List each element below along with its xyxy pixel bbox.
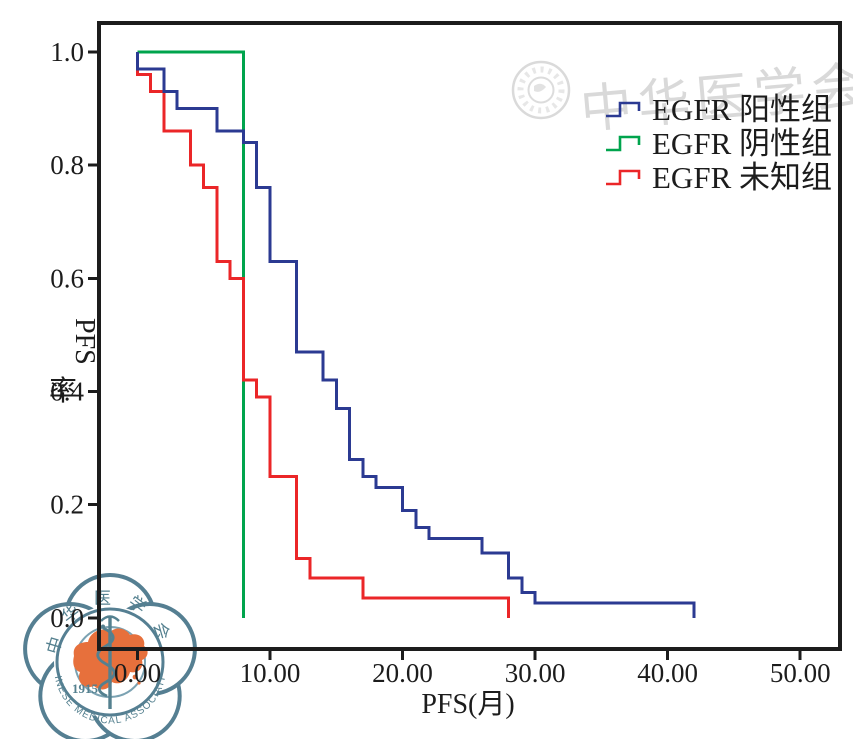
legend-item-egfr-unknown: EGFR 未知组 bbox=[606, 160, 832, 195]
legend-line-sample-unknown bbox=[606, 169, 641, 186]
watermark-cma-logo: 1915 中华医学会 CHINESE MEDICAL ASSOCIATION bbox=[23, 573, 197, 739]
survival-curve-2 bbox=[135, 51, 511, 618]
logo-year: 1915 bbox=[72, 681, 99, 696]
legend-line-sample-positive bbox=[606, 101, 641, 118]
legend-label-egfr-unknown: EGFR 未知组 bbox=[652, 160, 832, 195]
legend-label-egfr-positive: EGFR 阳性组 bbox=[652, 92, 832, 127]
survival-curve-1 bbox=[137, 50, 245, 618]
plot-border bbox=[97, 21, 842, 651]
watermark-top-seal bbox=[511, 60, 571, 120]
y-tick-label: 0.2 bbox=[50, 490, 84, 520]
x-tick-label: 40.00 bbox=[637, 658, 698, 688]
y-axis-title-rotated-part: PFS bbox=[69, 318, 100, 365]
x-tick-label: 30.00 bbox=[505, 658, 566, 688]
logo-staff-snake bbox=[96, 615, 120, 709]
seal-outer-ring bbox=[511, 60, 571, 120]
legend-label-egfr-negative: EGFR 阴性组 bbox=[652, 126, 832, 161]
x-tick-label: 10.00 bbox=[240, 658, 301, 688]
legend-item-egfr-positive: EGFR 阳性组 bbox=[606, 92, 832, 127]
seal-globe-mark bbox=[534, 83, 546, 92]
y-tick-label: 0.4 bbox=[50, 376, 84, 406]
x-tick-label: 0.00 bbox=[114, 658, 161, 688]
survival-curves bbox=[135, 50, 696, 618]
y-tick-label: 0.8 bbox=[50, 150, 84, 180]
legend-item-egfr-negative: EGFR 阴性组 bbox=[606, 126, 832, 161]
axes: 1.0 0.8 0.6 0.4 0.2 0.0 0.00 10.00 20.00 30.00 40.… bbox=[50, 21, 842, 688]
y-tick-label: 0.0 bbox=[50, 603, 84, 633]
axis-titles: PFS(月) PFS 率 bbox=[49, 318, 515, 720]
y-tick-label: 0.6 bbox=[50, 263, 84, 293]
legend: EGFR 阳性组 EGFR 阴性组 EGFR 未知组 bbox=[606, 92, 832, 195]
seal-inner-ring bbox=[527, 76, 555, 104]
x-tick-label: 20.00 bbox=[372, 658, 433, 688]
x-axis-title: PFS(月) bbox=[421, 689, 514, 720]
y-tick-label: 1.0 bbox=[50, 37, 84, 67]
seal-text-ring bbox=[517, 66, 565, 114]
x-tick-label: 50.00 bbox=[770, 658, 831, 688]
y-axis-title-upright-part: 率 bbox=[49, 375, 77, 407]
survival-curve-0 bbox=[135, 51, 696, 618]
logo-island-dot bbox=[132, 674, 138, 680]
legend-line-sample-negative bbox=[606, 135, 641, 152]
logo-island-dot-2 bbox=[137, 681, 141, 685]
